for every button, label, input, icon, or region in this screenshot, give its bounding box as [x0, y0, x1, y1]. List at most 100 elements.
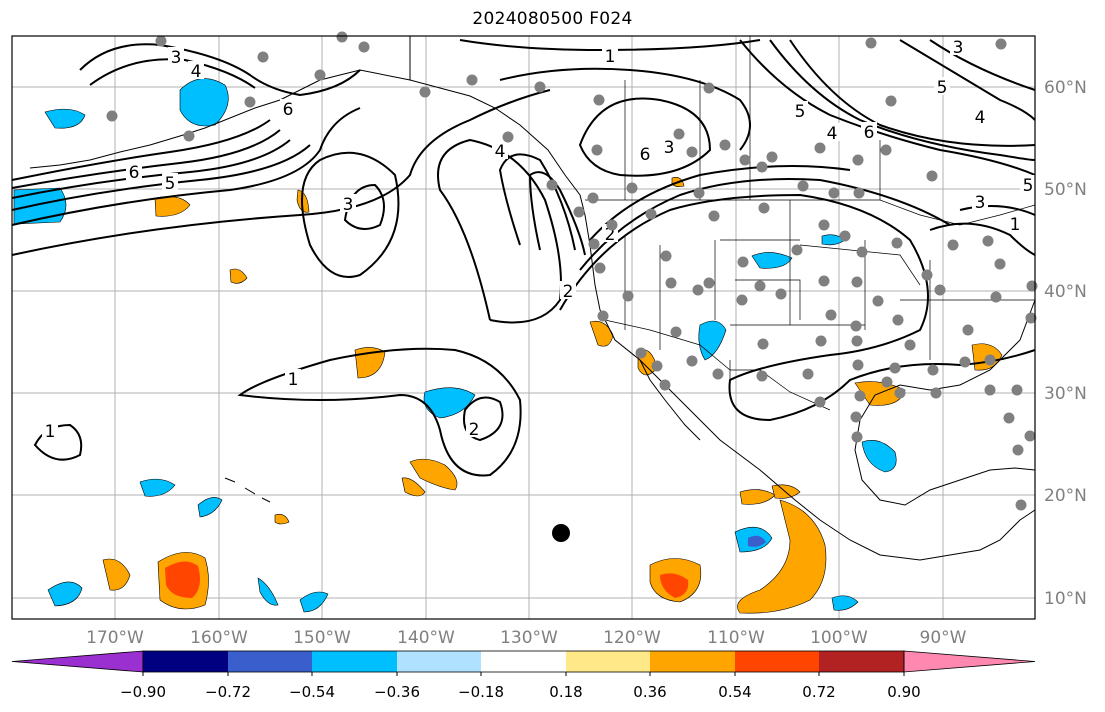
contour-label-halo: [42, 421, 58, 439]
contour-line: [789, 39, 1036, 147]
contour-line: [578, 97, 712, 177]
contour-label-halo: [1007, 214, 1023, 232]
contour-value-label: 5: [165, 174, 176, 194]
state-line: [799, 244, 921, 286]
contour-value-label: 4: [975, 108, 986, 128]
colorbar-outline: [142, 650, 905, 673]
colorbar-segment: [481, 651, 566, 672]
negative-anomaly-area: [299, 591, 329, 613]
colorbar: −0.90 −0.72 −0.54 −0.36 −0.18 0.18 0.36 0.54 0.7…: [11, 650, 1036, 701]
contour-label-halo: [861, 122, 877, 140]
contour-value-label: 6: [283, 100, 294, 120]
contour-line: [528, 171, 586, 256]
contour-label-halo: [1020, 175, 1036, 193]
strong-negative-anomaly-area: [748, 535, 766, 547]
contour-value-label: 6: [864, 123, 875, 143]
state-line: [735, 279, 801, 320]
longitude-label: 90°W: [920, 628, 967, 648]
negative-anomaly-area: [47, 581, 83, 607]
contour-line: [459, 39, 761, 52]
contour-line: [11, 119, 271, 181]
contour-label-halo: [602, 46, 618, 64]
negative-anomaly-area: [861, 440, 897, 473]
contour-line: [589, 165, 851, 241]
colorbar-tick-label: 0.18: [549, 683, 582, 701]
positive-anomaly-area: [771, 484, 801, 499]
colorbar-tick-label: 0.54: [718, 683, 751, 701]
contour-label-halo: [792, 101, 808, 119]
contour-value-label: 5: [937, 78, 948, 98]
contour-line: [437, 138, 562, 324]
longitude-label: 140°W: [397, 628, 455, 648]
positive-anomaly-area: [274, 514, 290, 525]
colorbar-segment: [735, 651, 819, 672]
contour-label-halo: [637, 144, 653, 162]
contour-label-halo: [466, 419, 482, 437]
longitude-label: 100°W: [810, 628, 868, 648]
axis-labels: 170°W 160°W 150°W 140°W 130°W 120°W 110°W 100°W…: [86, 78, 1087, 648]
contour-label-halo: [188, 61, 204, 79]
contour-value-label: 1: [45, 422, 56, 442]
latitude-label: 10°N: [1044, 589, 1087, 609]
colorbar-tick-label: −0.54: [289, 683, 335, 701]
contour-line: [11, 129, 281, 189]
gulf-coast: [854, 299, 1036, 506]
negative-anomaly-area: [257, 577, 279, 606]
map-title: 2024080500 F024: [472, 9, 633, 29]
colorbar-tick-label: 0.72: [802, 683, 835, 701]
contour-label-halo: [934, 77, 950, 95]
contour-value-label: 2: [563, 282, 574, 302]
longitude-label: 110°W: [707, 628, 765, 648]
contour-line: [499, 67, 751, 151]
contour-line: [79, 43, 361, 97]
negative-anomaly-area: [44, 108, 86, 129]
contour-label-halo: [824, 123, 840, 141]
colorbar-segment: [650, 651, 735, 672]
colorbar-tick-label: −0.72: [205, 683, 251, 701]
colorbar-tick-label: −0.90: [120, 683, 166, 701]
positive-anomaly-area: [229, 268, 248, 284]
contour-line: [769, 39, 1036, 161]
negative-anomaly-area: [751, 252, 793, 269]
contour-value-label: 5: [1023, 176, 1034, 196]
longitude-label: 160°W: [190, 628, 248, 648]
longitude-label: 150°W: [293, 628, 351, 648]
negative-anomaly-area: [423, 387, 476, 419]
contour-line: [11, 107, 361, 226]
contour-line: [237, 347, 522, 477]
contour-line: [89, 58, 256, 89]
contour-value-label: 5: [795, 102, 806, 122]
colorbar-extend-min: [11, 650, 144, 673]
contour-value-label: 2: [605, 225, 616, 245]
contour-line: [579, 178, 951, 271]
positive-anomaly-area: [401, 477, 426, 497]
contour-line: [929, 39, 1036, 91]
aleutian-islands: [29, 99, 281, 169]
strong-positive-anomaly-area: [660, 573, 689, 598]
colorbar-segment: [312, 651, 397, 672]
contour-value-label: 6: [129, 163, 140, 183]
longitude-label: 170°W: [86, 628, 144, 648]
contour-value-label: 1: [288, 370, 299, 390]
contour-label-halo: [950, 37, 966, 55]
contour-value-label: 6: [640, 145, 651, 165]
contour-label-halo: [972, 192, 988, 210]
contour-label-halo: [340, 194, 356, 212]
negative-anomaly-area: [831, 595, 859, 611]
contour-line: [929, 222, 1036, 256]
contour-line: [498, 153, 576, 251]
latitude-label: 40°N: [1044, 282, 1087, 302]
contour-label-halo: [126, 162, 142, 180]
latitude-label: 20°N: [1044, 486, 1087, 506]
positive-anomaly-area: [737, 499, 827, 614]
contour-value-label: 4: [495, 142, 506, 162]
contour-value-label: 4: [827, 124, 838, 144]
contour-value-label: 3: [975, 193, 986, 213]
longitude-label: 120°W: [603, 628, 661, 648]
contour-value-label: 2: [469, 420, 480, 440]
contour-label-halo: [492, 141, 508, 159]
longitude-label: 130°W: [500, 628, 558, 648]
latitude-label: 30°N: [1044, 384, 1087, 404]
negative-anomaly-area: [197, 497, 223, 518]
